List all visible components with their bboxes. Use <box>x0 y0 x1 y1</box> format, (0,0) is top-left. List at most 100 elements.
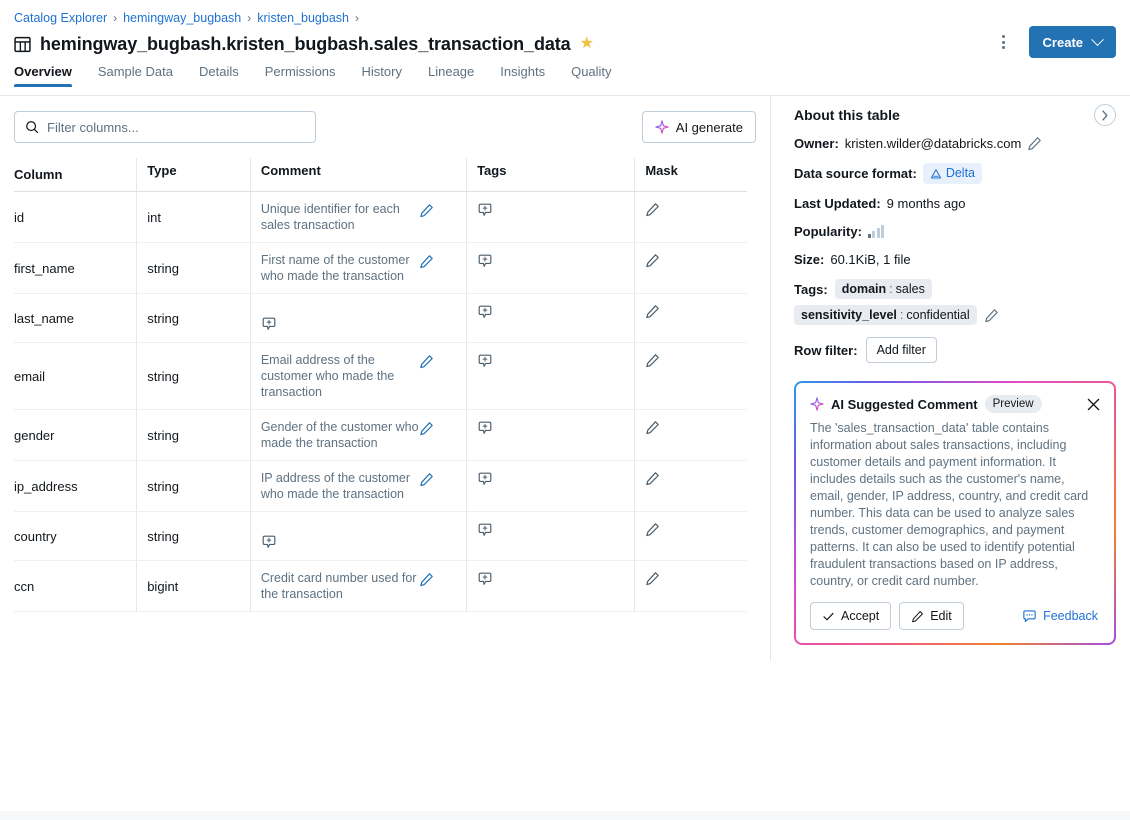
add-tag-icon[interactable] <box>477 353 493 369</box>
column-type-cell: string <box>136 343 250 409</box>
pencil-icon[interactable] <box>645 420 660 435</box>
panes-divider <box>770 96 771 661</box>
edit-owner-pencil-icon[interactable] <box>1027 136 1042 151</box>
ai-card-title: AI Suggested Comment <box>831 396 978 412</box>
pencil-icon[interactable] <box>419 254 434 269</box>
pencil-icon[interactable] <box>419 421 434 436</box>
edit-comment-cell[interactable] <box>419 294 466 342</box>
column-mask-cell[interactable] <box>634 410 747 460</box>
add-comment-cell[interactable] <box>261 305 277 332</box>
footer-strip <box>0 811 1130 820</box>
column-tags-cell[interactable] <box>466 512 634 560</box>
column-mask-cell[interactable] <box>634 294 747 342</box>
column-comment-cell <box>249 512 419 560</box>
tab-sample-data[interactable]: Sample Data <box>97 64 173 79</box>
edit-comment-cell[interactable] <box>419 512 466 560</box>
tab-permissions[interactable]: Permissions <box>264 64 336 79</box>
breadcrumb-item-kristen-bugbash[interactable]: kristen_bugbash <box>257 11 349 25</box>
close-icon[interactable] <box>1087 398 1100 411</box>
popularity-bar <box>872 230 876 238</box>
search-input[interactable] <box>47 119 305 135</box>
delta-format-badge: Delta <box>922 163 982 184</box>
tab-lineage[interactable]: Lineage <box>427 64 475 79</box>
more-actions-button[interactable] <box>991 29 1017 55</box>
pencil-icon[interactable] <box>645 253 660 268</box>
filter-columns-search[interactable] <box>14 111 316 143</box>
add-filter-button[interactable]: Add filter <box>865 337 937 363</box>
column-mask-cell[interactable] <box>634 343 747 409</box>
add-tag-icon[interactable] <box>261 534 277 550</box>
add-tag-icon[interactable] <box>477 202 493 218</box>
breadcrumb-separator: › <box>354 11 359 25</box>
column-mask-cell[interactable] <box>634 461 747 511</box>
breadcrumb-item-hemingway-bugbash[interactable]: hemingway_bugbash <box>123 11 242 25</box>
edit-button[interactable]: Edit <box>899 602 964 630</box>
column-type-cell: int <box>136 192 250 242</box>
add-comment-cell[interactable] <box>261 523 277 550</box>
column-mask-cell[interactable] <box>634 512 747 560</box>
collapse-panel-button[interactable] <box>1094 104 1116 126</box>
add-tag-icon[interactable] <box>261 316 277 332</box>
popularity-bar <box>867 233 871 238</box>
tag-chip-sensitivity-level[interactable]: sensitivity_level : confidential <box>794 305 977 325</box>
add-tag-icon[interactable] <box>477 522 493 538</box>
breadcrumb-item-catalog-explorer[interactable]: Catalog Explorer <box>14 11 108 25</box>
pencil-icon <box>912 610 924 622</box>
tab-quality[interactable]: Quality <box>571 64 612 79</box>
add-tag-icon[interactable] <box>477 471 493 487</box>
column-tags-cell[interactable] <box>466 294 634 342</box>
table-header-row: Column Type Comment Tags Mask <box>14 158 747 192</box>
pencil-icon[interactable] <box>645 202 660 217</box>
tag-chip-domain[interactable]: domain : sales <box>834 279 932 299</box>
tag-value: sales <box>895 282 925 296</box>
create-button-label: Create <box>1042 34 1083 50</box>
tab-overview[interactable]: Overview <box>14 64 72 87</box>
add-tag-icon[interactable] <box>477 304 493 320</box>
feedback-button[interactable]: Feedback <box>1020 609 1100 624</box>
pencil-icon[interactable] <box>645 522 660 537</box>
edit-comment-cell[interactable] <box>419 192 466 242</box>
favorite-star-icon[interactable]: ★ <box>579 35 594 52</box>
tab-insights[interactable]: Insights <box>500 64 546 79</box>
about-panel-header: About this table <box>794 104 1116 126</box>
column-tags-cell[interactable] <box>466 410 634 460</box>
ai-suggested-comment-card: AI Suggested Comment Preview The 'sales_… <box>794 381 1116 645</box>
column-tags-cell[interactable] <box>466 243 634 293</box>
kebab-dot <box>1002 40 1006 44</box>
columns-toolbar: AI generate <box>14 111 756 143</box>
add-tag-icon[interactable] <box>477 420 493 436</box>
column-tags-cell[interactable] <box>466 461 634 511</box>
pencil-icon[interactable] <box>419 572 434 587</box>
pencil-icon[interactable] <box>419 354 434 369</box>
column-header-type: Type <box>136 158 250 191</box>
column-mask-cell[interactable] <box>634 561 747 611</box>
create-button[interactable]: Create <box>1028 26 1116 58</box>
column-mask-cell[interactable] <box>634 243 747 293</box>
pencil-icon[interactable] <box>645 353 660 368</box>
edit-comment-cell[interactable] <box>419 343 466 409</box>
column-name-cell: email <box>14 368 46 384</box>
pencil-icon[interactable] <box>645 304 660 319</box>
pencil-icon[interactable] <box>645 471 660 486</box>
column-tags-cell[interactable] <box>466 192 634 242</box>
pencil-icon[interactable] <box>419 472 434 487</box>
edit-tags-pencil-icon[interactable] <box>984 308 999 323</box>
ai-generate-button[interactable]: AI generate <box>641 111 756 143</box>
edit-comment-cell[interactable] <box>419 243 466 293</box>
accept-button[interactable]: Accept <box>810 602 892 630</box>
last-updated-label: Last Updated: <box>794 196 881 211</box>
tab-history[interactable]: History <box>361 64 402 79</box>
add-tag-icon[interactable] <box>477 253 493 269</box>
edit-comment-cell[interactable] <box>419 410 466 460</box>
edit-comment-cell[interactable] <box>419 461 466 511</box>
edit-comment-cell[interactable] <box>419 561 466 611</box>
column-tags-cell[interactable] <box>466 561 634 611</box>
pencil-icon[interactable] <box>645 571 660 586</box>
pencil-icon[interactable] <box>419 203 434 218</box>
column-name-cell: ip_address <box>14 478 78 494</box>
column-tags-cell[interactable] <box>466 343 634 409</box>
tag-value: confidential <box>906 308 970 322</box>
tab-details[interactable]: Details <box>198 64 239 79</box>
column-mask-cell[interactable] <box>634 192 747 242</box>
add-tag-icon[interactable] <box>477 571 493 587</box>
